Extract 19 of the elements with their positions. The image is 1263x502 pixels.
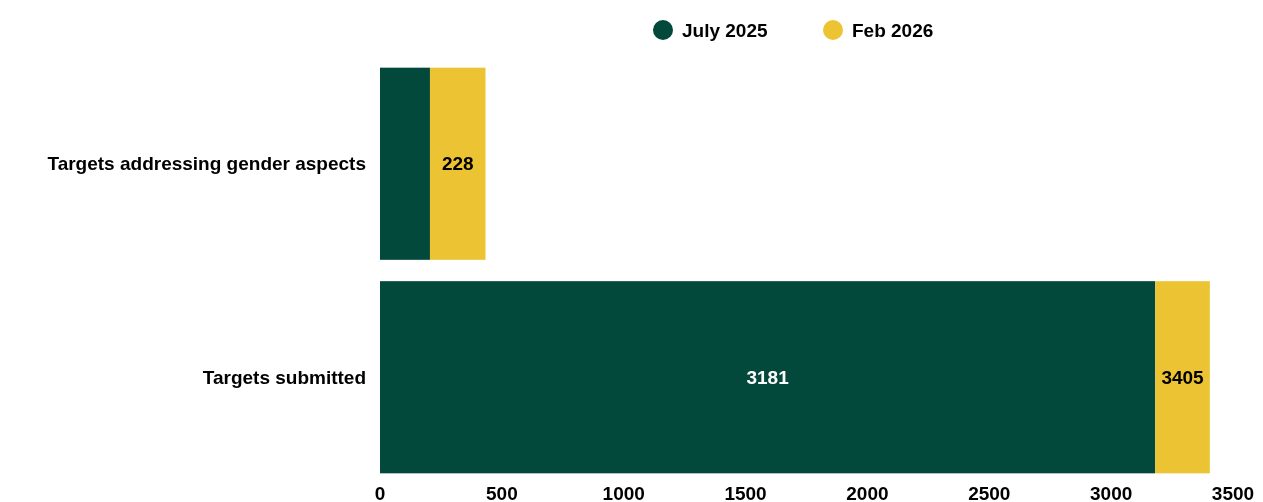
legend-label: July 2025 — [682, 19, 768, 41]
x-tick-label: 3000 — [1090, 482, 1133, 502]
x-tick-label: 0 — [374, 482, 386, 502]
legend-label: Feb 2026 — [852, 19, 934, 41]
y-tick-label: Targets submitted — [202, 366, 366, 388]
data-label: 3181 — [746, 366, 790, 388]
x-tick-label: 2500 — [968, 482, 1011, 502]
bar — [380, 281, 1156, 474]
y-tick-label: Targets addressing gender aspects — [47, 153, 366, 175]
data-label: 228 — [441, 153, 474, 175]
bar — [380, 67, 430, 260]
x-tick-label: 500 — [486, 482, 518, 502]
x-tick-label: 3500 — [1211, 482, 1255, 502]
bar — [1155, 281, 1210, 474]
total-label: 3405 — [1161, 366, 1205, 388]
bar — [429, 67, 486, 260]
x-tick-label: 2000 — [846, 482, 889, 502]
x-tick-label: 1500 — [724, 482, 767, 502]
x-tick-label: 1000 — [602, 482, 645, 502]
